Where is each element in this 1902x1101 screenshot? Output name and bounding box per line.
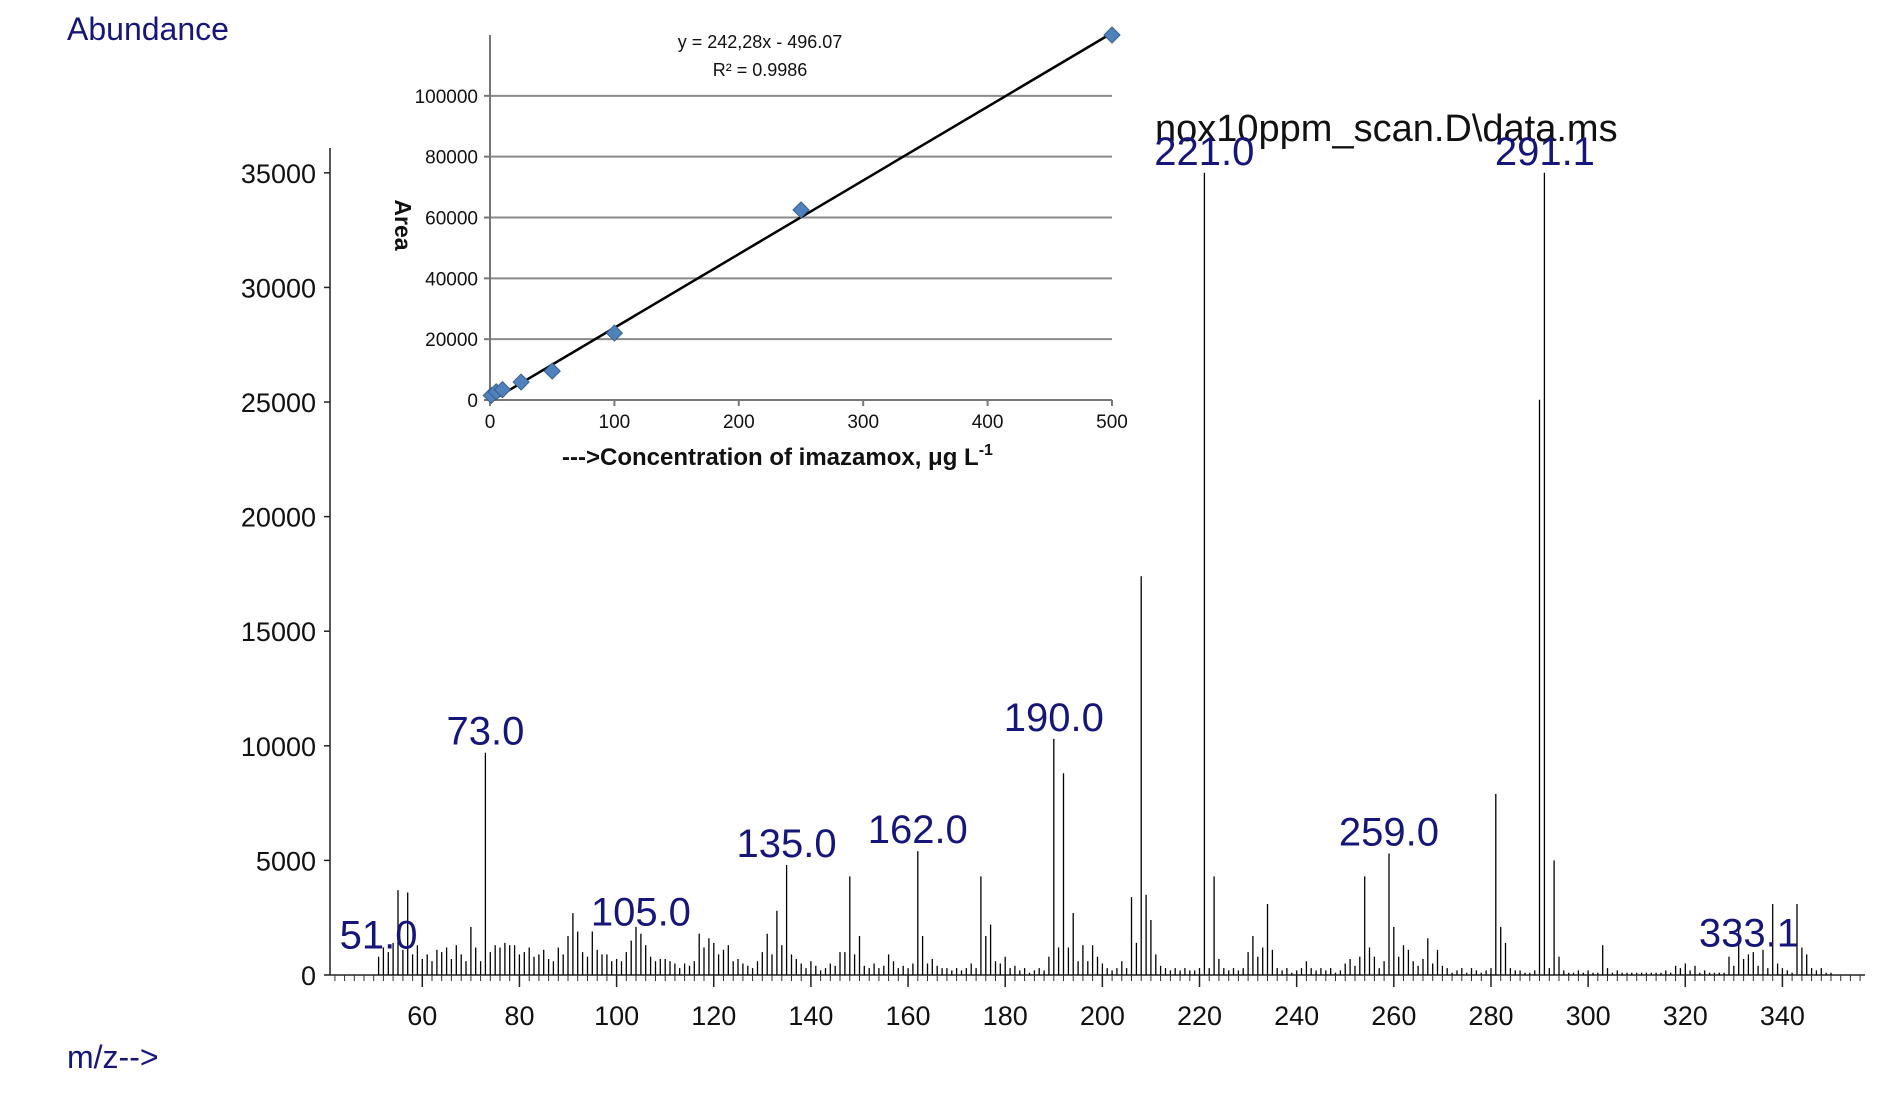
inset-data-point [1103,26,1121,44]
inset-y-tick-label: 80000 [425,148,478,169]
peak-label: 291.1 [1495,130,1595,174]
x-tick-label: 320 [1663,1001,1708,1031]
y-tick-label: 0 [301,961,316,991]
y-tick-label: 15000 [241,617,316,647]
x-tick-label: 160 [886,1001,931,1031]
x-tick-label: 60 [407,1001,437,1031]
spectrum-y-ticks: 0 5000 10000 15000 20000 25000 30000 35000 [241,159,330,991]
spectrum-xlabel: m/z--> [67,1039,159,1075]
spectrum-peaks [377,172,1832,975]
y-tick-label: 20000 [241,503,316,533]
inset-y-tick-label: 20000 [425,330,478,351]
fit-equation: y = 242,28x - 496.07 [678,32,843,52]
peak-label: 73.0 [447,710,525,754]
y-tick-label: 35000 [241,159,316,189]
inset-x-tick-label: 500 [1096,412,1128,433]
x-tick-label: 80 [504,1001,534,1031]
x-tick-label: 120 [691,1001,736,1031]
x-tick-label: 280 [1468,1001,1513,1031]
x-tick-label: 260 [1371,1001,1416,1031]
peak-label: 190.0 [1004,696,1104,740]
inset-y-tick-label: 60000 [425,209,478,230]
inset-xlabel: --->Concentration of imazamox, μg L-1 [562,442,993,471]
inset-data-point [792,201,810,219]
peak-label: 105.0 [591,891,691,935]
inset-xlabel-superscript: -1 [979,442,993,459]
inset-x-tick-label: 200 [723,412,755,433]
x-tick-label: 200 [1080,1001,1125,1031]
inset-x-tick-label: 400 [972,412,1004,433]
inset-xlabel-text: --->Concentration of imazamox, μg L [562,444,979,471]
inset-points [482,26,1121,405]
inset-data-point [543,362,561,380]
spectrum-peak-labels: 51.0 73.0 105.0 135.0 162.0 190.0 221.0 259.0 29… [340,130,1799,958]
inset-y-ticks: 0 20000 40000 60000 80000 100000 [415,87,490,412]
x-tick-label: 240 [1274,1001,1319,1031]
inset-background [400,25,1140,480]
x-tick-label: 140 [788,1001,833,1031]
x-tick-label: 100 [594,1001,639,1031]
inset-ylabel: Area [390,199,416,250]
peak-label: 162.0 [868,808,968,852]
spectrum-ylabel: Abundance [67,11,229,47]
peak-label: 333.1 [1699,911,1799,955]
inset-data-point [493,380,512,399]
spectrum-chart: Abundance m/z--> nox10ppm_scan.D\data.ms… [67,11,1865,1075]
inset-data-point [605,324,624,342]
peak-label: 221.0 [1154,130,1254,174]
peak-label: 135.0 [737,822,837,866]
inset-x-tick-label: 300 [847,412,879,433]
inset-data-point [512,373,530,391]
calibration-inset: 0 20000 40000 60000 80000 100000 0 100 200 300 40… [390,25,1140,480]
x-tick-label: 300 [1566,1001,1611,1031]
y-tick-label: 10000 [241,732,316,762]
peak-label: 51.0 [340,914,418,958]
spectrum-x-ticks: 60 80 100 120 140 160 180 200 220 240 260 280 300 320… [407,975,1805,1031]
inset-x-tick-label: 100 [599,412,631,433]
inset-y-tick-label: 100000 [415,87,478,108]
peak-label: 259.0 [1339,811,1439,855]
y-tick-label: 5000 [256,846,316,876]
y-tick-label: 30000 [241,273,316,303]
inset-x-tick-label: 0 [485,412,496,433]
inset-y-tick-label: 0 [467,391,478,412]
x-tick-label: 220 [1177,1001,1222,1031]
file-label: nox10ppm_scan.D\data.ms [1155,108,1618,150]
inset-x-ticks: 0 100 200 300 400 500 [485,400,1128,433]
x-tick-label: 180 [983,1001,1028,1031]
inset-y-tick-label: 40000 [425,269,478,290]
fit-r2: R² = 0.9986 [713,60,808,80]
y-tick-label: 25000 [241,388,316,418]
x-tick-label: 340 [1760,1001,1805,1031]
